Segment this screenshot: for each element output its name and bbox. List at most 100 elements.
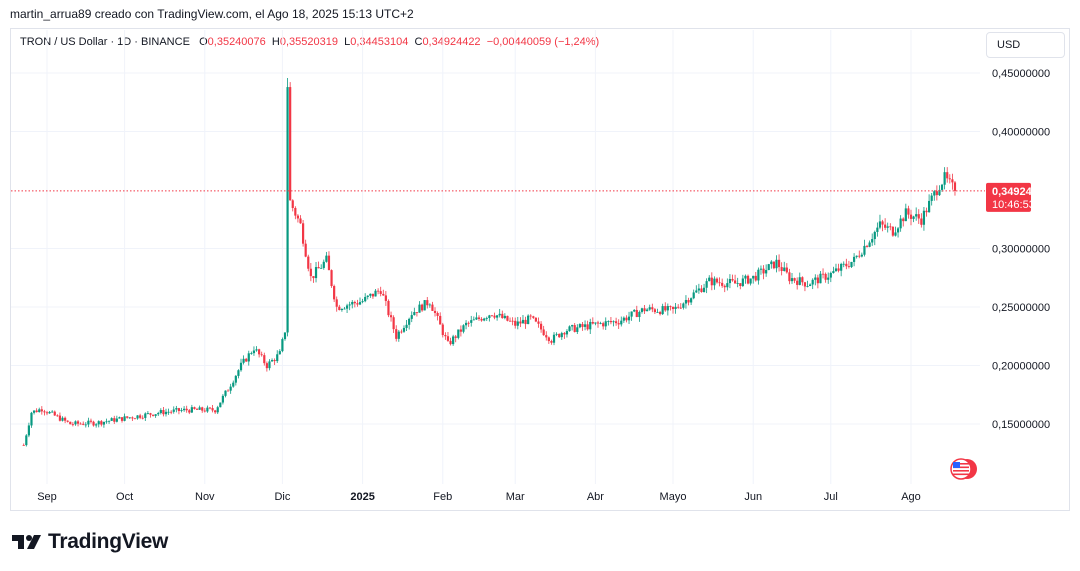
candle-body: [894, 232, 897, 236]
candle: [571, 324, 574, 331]
candle: [102, 421, 106, 428]
candle: [953, 180, 957, 196]
candle-body: [405, 324, 408, 328]
candle-body: [951, 179, 954, 183]
x-tick-label: Oct: [116, 491, 133, 503]
candle: [402, 325, 406, 333]
y-tick-label: 0,30000000: [992, 244, 1050, 256]
candle-body: [95, 424, 98, 426]
candle-body: [258, 349, 261, 355]
candle-body: [705, 281, 708, 288]
candle-body: [881, 221, 884, 225]
candle-body: [938, 189, 941, 196]
candle: [377, 288, 380, 295]
candle-body: [581, 324, 584, 327]
candle: [772, 261, 775, 270]
candle: [480, 317, 483, 322]
candle-body: [464, 322, 468, 326]
candle-body: [578, 324, 581, 328]
candle: [139, 413, 142, 420]
candle: [105, 418, 108, 424]
candle-body: [483, 318, 486, 321]
candle: [920, 213, 923, 228]
candle-body: [920, 218, 923, 225]
candle-body: [203, 410, 206, 412]
candle-body: [840, 263, 843, 271]
candle: [175, 405, 178, 413]
candle: [485, 316, 488, 322]
candle: [710, 272, 713, 291]
candle: [265, 361, 268, 372]
candle: [364, 293, 367, 303]
candle-body: [53, 411, 56, 416]
candle-body: [364, 296, 367, 302]
candle: [907, 205, 910, 219]
candle: [382, 289, 385, 296]
candle-body: [930, 195, 933, 201]
candle-body: [568, 326, 571, 332]
candle-body: [876, 227, 879, 232]
candle: [87, 417, 90, 428]
currency-button[interactable]: USD: [986, 32, 1065, 58]
candle-body: [679, 307, 682, 309]
candle: [622, 316, 625, 323]
candle: [260, 351, 263, 357]
candle-body: [48, 411, 51, 414]
candle-body: [643, 308, 646, 312]
candle: [928, 194, 931, 213]
candle: [842, 261, 845, 268]
candle-body: [120, 417, 124, 421]
candle-body: [345, 305, 349, 309]
candle: [183, 406, 186, 412]
candle: [736, 277, 739, 288]
candle: [599, 321, 602, 325]
candle-body: [426, 300, 429, 306]
tradingview-logo[interactable]: TradingView: [12, 530, 168, 554]
candle: [335, 296, 338, 312]
brand-name: TradingView: [48, 530, 169, 553]
candle-body: [547, 337, 550, 342]
candle: [891, 226, 894, 237]
candle: [426, 297, 429, 309]
symbol-title[interactable]: TRON / US Dollar · 1D · BINANCE: [20, 36, 190, 48]
candle: [625, 315, 628, 323]
candle-body: [454, 336, 457, 338]
candle-body: [496, 315, 499, 318]
candle: [884, 218, 887, 230]
y-tick-label: 0,45000000: [992, 68, 1050, 80]
candle: [560, 331, 563, 340]
candle: [472, 316, 475, 321]
candle: [100, 419, 103, 427]
us-events-flag-icon[interactable]: [950, 458, 977, 480]
candle-body: [899, 218, 902, 229]
candle: [120, 417, 124, 423]
candle: [503, 313, 506, 320]
candle-body: [477, 317, 481, 319]
candle: [201, 406, 204, 413]
candle-body: [304, 243, 307, 257]
candle-body: [640, 308, 644, 312]
candle: [157, 411, 160, 417]
candle: [627, 311, 631, 324]
candle: [658, 310, 662, 316]
candle: [299, 215, 302, 224]
x-tick-label: Feb: [433, 491, 452, 503]
candle-body: [89, 420, 93, 422]
candle: [327, 251, 331, 271]
candle: [718, 277, 721, 287]
price-chart[interactable]: 0,45000000 0,40000000 0,30000000 0,25000000…: [0, 0, 1080, 520]
candle-body: [708, 277, 711, 282]
candle: [578, 323, 581, 329]
candle-body: [741, 278, 744, 286]
candle-body: [721, 282, 724, 286]
candle: [247, 350, 250, 366]
candle: [428, 303, 431, 308]
candle: [348, 301, 351, 311]
candle-body: [418, 304, 421, 313]
chart-frame: [10, 28, 1070, 511]
candle: [837, 263, 840, 273]
candle-body: [798, 277, 801, 285]
candle-body: [803, 282, 807, 287]
candle: [547, 336, 550, 344]
candle: [219, 402, 222, 408]
